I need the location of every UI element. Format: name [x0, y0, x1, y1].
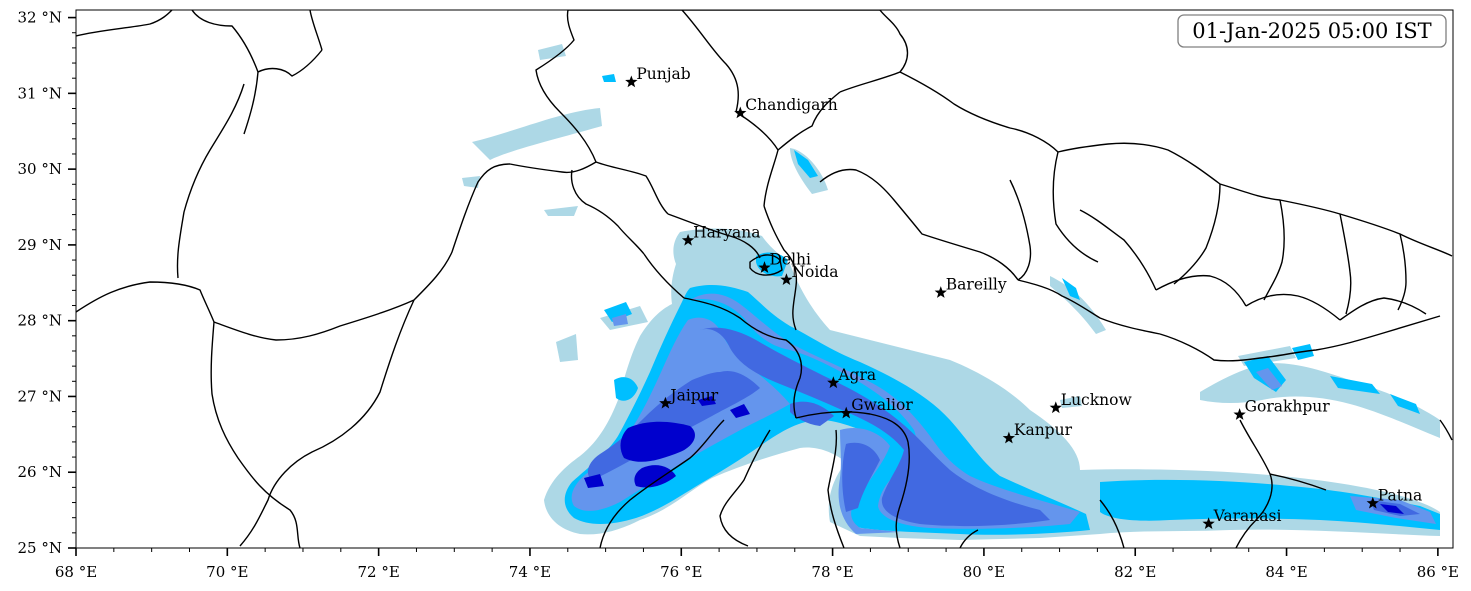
city-gwalior: Gwalior — [840, 396, 913, 419]
y-tick-label: 31 °N — [18, 84, 62, 102]
y-tick-label: 27 °N — [18, 387, 62, 405]
y-tick-label: 32 °N — [18, 9, 62, 27]
city-label: Lucknow — [1061, 391, 1133, 409]
city-agra: Agra — [827, 366, 876, 389]
x-tick-label: 82 °E — [1114, 563, 1156, 581]
city-noida: Noida — [780, 263, 838, 286]
city-label: Gorakhpur — [1245, 398, 1331, 416]
star-icon — [625, 75, 638, 88]
star-icon — [758, 261, 771, 273]
x-tick-label: 72 °E — [357, 563, 399, 581]
city-label: Chandigarh — [745, 96, 838, 114]
city-label: Agra — [837, 366, 876, 384]
star-icon — [734, 106, 747, 119]
x-tick-label: 86 °E — [1417, 563, 1459, 581]
city-gorakhpur: Gorakhpur — [1233, 398, 1330, 420]
city-kanpur: Kanpur — [1002, 421, 1073, 444]
city-varanasi: Varanasi — [1202, 507, 1282, 530]
x-tick-label: 84 °E — [1265, 563, 1307, 581]
city-bareilly: Bareilly — [934, 276, 1007, 298]
boundary-lines — [76, 10, 1453, 548]
star-icon — [659, 396, 672, 409]
star-icon — [934, 286, 947, 298]
city-delhi: Delhi — [758, 251, 811, 273]
star-icon — [780, 273, 793, 286]
timestamp-frame — [1177, 14, 1447, 48]
precipitation-field — [462, 44, 1440, 540]
city-label: Patna — [1378, 486, 1422, 504]
map-plot-area — [76, 10, 1453, 548]
star-icon — [1002, 431, 1016, 444]
star-icon — [1049, 401, 1062, 414]
y-tick-label: 29 °N — [18, 236, 62, 254]
city-haryana: Haryana — [681, 223, 760, 246]
y-tick-label: 30 °N — [18, 160, 62, 178]
city-label: Delhi — [770, 251, 812, 269]
x-tick-label: 80 °E — [963, 563, 1005, 581]
star-icon — [827, 376, 840, 389]
axis-ticks: 68 °E 70 °E 72 °E 74 °E 76 °E 78 °E 80 °E 82 °E… — [18, 9, 1460, 581]
precip-level-5 — [584, 396, 1404, 514]
y-tick-label: 26 °N — [18, 463, 62, 481]
timestamp-box: 01-Jan-2025 05:00 IST — [1177, 14, 1447, 48]
x-tick-label: 68 °E — [55, 563, 97, 581]
x-tick-label: 74 °E — [509, 563, 551, 581]
y-tick-label: 25 °N — [18, 539, 62, 557]
timestamp-label: 01-Jan-2025 05:00 IST — [1192, 19, 1431, 43]
plot-frame — [75, 9, 1454, 549]
city-label: Noida — [791, 263, 838, 281]
x-tick-label: 76 °E — [660, 563, 702, 581]
star-icon — [681, 233, 695, 246]
city-label: Kanpur — [1014, 421, 1073, 439]
star-icon — [1202, 517, 1215, 530]
city-label: Jaipur — [668, 386, 718, 404]
x-tick-label: 78 °E — [811, 563, 853, 581]
x-tick-label: 70 °E — [206, 563, 248, 581]
star-icon — [1233, 408, 1246, 420]
city-chandigarh: Chandigarh — [734, 96, 838, 119]
star-icon — [840, 406, 853, 419]
city-label: Haryana — [693, 223, 760, 241]
city-lucknow: Lucknow — [1049, 391, 1133, 414]
y-tick-label: 28 °N — [18, 312, 62, 330]
city-jaipur: Jaipur — [659, 386, 719, 409]
city-label: Varanasi — [1213, 507, 1282, 525]
city-punjab: Punjab — [625, 65, 691, 88]
city-label: Gwalior — [851, 396, 913, 414]
city-label: Punjab — [636, 65, 690, 83]
city-patna: Patna — [1366, 486, 1422, 509]
star-icon — [1366, 496, 1379, 509]
city-label: Bareilly — [946, 276, 1007, 294]
